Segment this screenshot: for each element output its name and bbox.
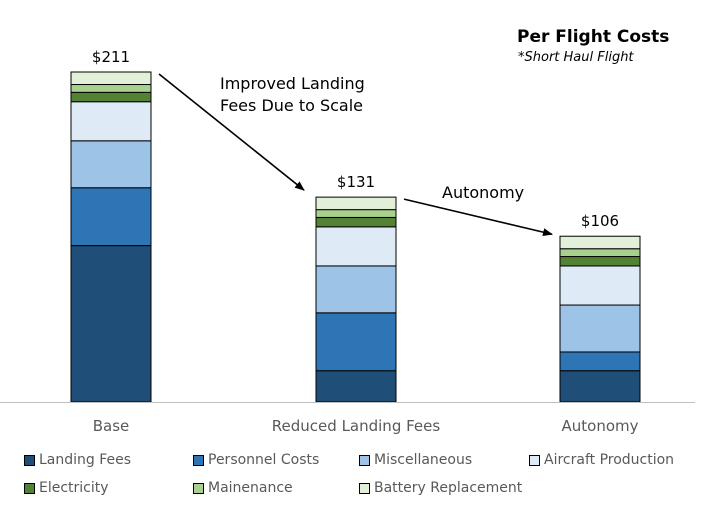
bar-segment-landing-fees-reduced-landing-fees	[315, 370, 397, 403]
annotation-landing-fees-line-2: Fees Due to Scale	[220, 96, 364, 115]
legend-label: Electricity	[39, 480, 109, 496]
arrow-autonomy	[403, 198, 553, 237]
legend-swatch	[24, 454, 35, 466]
bar-segment-aircraft-production-reduced-landing-fees	[315, 226, 397, 267]
arrow-landing-fees	[158, 73, 305, 191]
total-label-base: $211	[92, 48, 130, 66]
bar-segment-electricity-reduced-landing-fees	[315, 216, 397, 228]
bar-segment-landing-fees-base	[70, 245, 152, 403]
legend-swatch	[193, 482, 204, 494]
bar-segment-aircraft-production-autonomy	[559, 265, 641, 306]
chart-subtitle: *Short Haul Flight	[518, 50, 634, 65]
legend-swatch	[24, 482, 35, 494]
bar-segment-personnel-costs-reduced-landing-fees	[315, 312, 397, 372]
bar-segment-mainenance-autonomy	[559, 248, 641, 258]
legend-item-landing-fees: Landing Fees	[24, 452, 131, 468]
bar-segment-miscellaneous-autonomy	[559, 304, 641, 353]
annotation-autonomy-line-1: Autonomy	[442, 183, 525, 202]
legend-item-mainenance: Mainenance	[193, 480, 293, 496]
annotation-autonomy: Autonomy	[442, 182, 524, 204]
legend-swatch	[529, 454, 540, 466]
legend-item-miscellaneous: Miscellaneous	[359, 452, 472, 468]
bar-segment-electricity-base	[70, 91, 152, 103]
annotation-landing-fees-line-1: Improved Landing	[220, 74, 365, 93]
bar-segment-mainenance-base	[70, 84, 152, 93]
bar-segment-landing-fees-autonomy	[559, 370, 641, 403]
annotation-landing-fees: Improved Landing Fees Due to Scale	[220, 73, 365, 117]
legend-label: Aircraft Production	[544, 452, 675, 468]
legend-swatch	[359, 454, 370, 466]
legend-label: Miscellaneous	[374, 452, 473, 468]
legend-swatch	[193, 454, 204, 466]
legend: Landing Fees Personnel Costs Miscellaneous…	[0, 448, 711, 508]
bar-segment-battery-replacement-reduced-landing-fees	[315, 196, 397, 211]
x-tick-label-base: Base	[93, 417, 130, 435]
legend-label: Battery Replacement	[374, 480, 523, 496]
legend-item-battery-replacement: Battery Replacement	[359, 480, 522, 496]
x-tick-label-reduced-landing-fees: Reduced Landing Fees	[272, 417, 441, 435]
bar-segment-battery-replacement-autonomy	[559, 235, 641, 250]
legend-label: Mainenance	[208, 480, 293, 496]
legend-item-aircraft-production: Aircraft Production	[529, 452, 674, 468]
bar-segment-aircraft-production-base	[70, 101, 152, 142]
legend-item-electricity: Electricity	[24, 480, 109, 496]
bar-segment-miscellaneous-base	[70, 140, 152, 189]
bar-segment-personnel-costs-base	[70, 187, 152, 247]
legend-swatch	[359, 482, 370, 494]
x-tick-label-autonomy: Autonomy	[562, 417, 639, 435]
legend-label: Personnel Costs	[208, 452, 320, 468]
bar-segment-miscellaneous-reduced-landing-fees	[315, 265, 397, 314]
legend-item-personnel-costs: Personnel Costs	[193, 452, 319, 468]
total-label-reduced-landing-fees: $131	[337, 173, 375, 191]
bar-segment-battery-replacement-base	[70, 71, 152, 86]
legend-label: Landing Fees	[39, 452, 132, 468]
bar-segment-personnel-costs-autonomy	[559, 351, 641, 372]
chart-title: Per Flight Costs	[517, 27, 670, 47]
total-label-autonomy: $106	[581, 212, 619, 230]
bar-segment-electricity-autonomy	[559, 256, 641, 267]
bar-segment-mainenance-reduced-landing-fees	[315, 209, 397, 218]
